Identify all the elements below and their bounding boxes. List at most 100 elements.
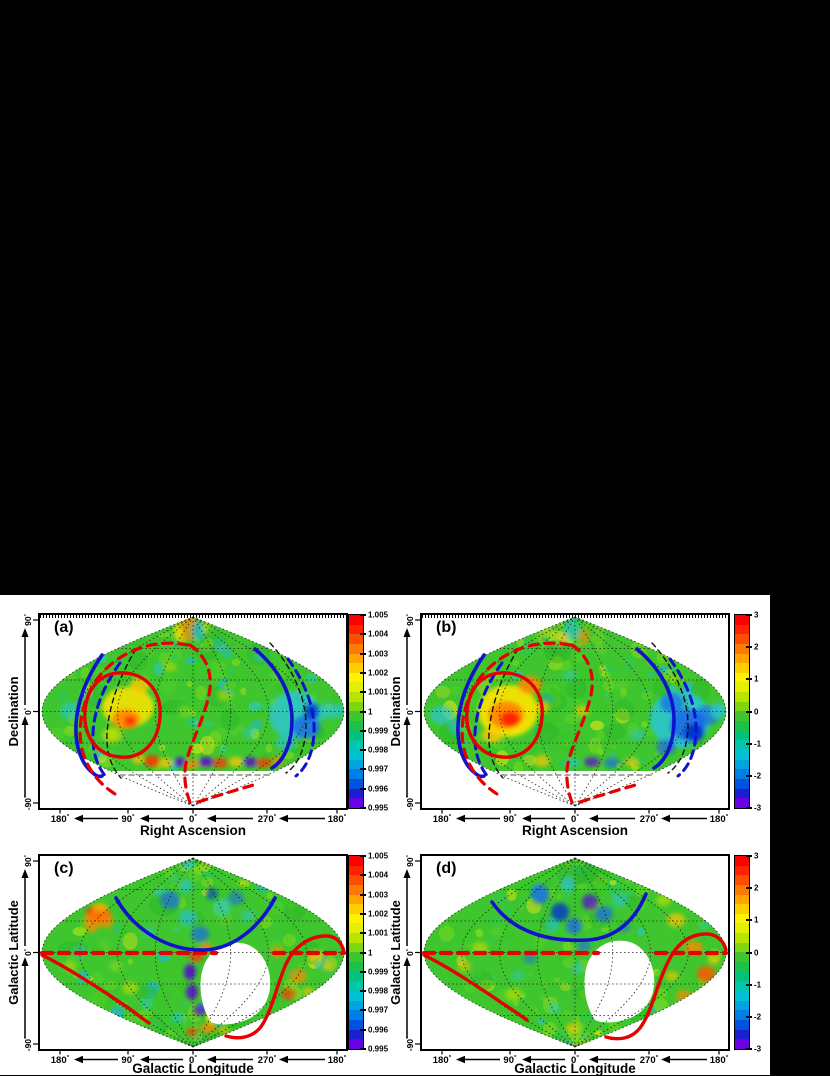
colorbar-tick-label: -1 (754, 980, 762, 990)
y-tick-label: 90° (23, 614, 33, 626)
colorbar-tick (360, 912, 366, 915)
curve-red_dashed (578, 782, 641, 804)
colorbar-tick-label: 0.996 (368, 784, 389, 794)
colorbar-segment (349, 769, 363, 779)
colorbar-tick-label: -3 (754, 803, 762, 813)
colorbar-a (348, 614, 366, 809)
colorbar-segment (349, 663, 363, 673)
overlay-curves-d (422, 892, 728, 1041)
colorbar-tick (746, 774, 752, 777)
colorbar-segment (349, 701, 363, 712)
y-tick-label: -90° (23, 1037, 33, 1051)
y-axis-a: 90° 0° -90° (21, 614, 38, 810)
colorbar-tick-label: 1 (368, 707, 373, 716)
up-arrow-head (403, 957, 411, 966)
colorbar-tick-label: 0 (754, 948, 759, 957)
overlay-curves-b (456, 641, 698, 807)
y-axis-b: 90° 0° -90° (403, 614, 420, 810)
x-tick-label: 90° (121, 1054, 135, 1067)
colorbar-tick-label: 0.997 (368, 1005, 389, 1015)
x-tick-label: 180° (51, 1054, 70, 1067)
colorbar-segment (349, 933, 363, 943)
map-features-d (457, 876, 720, 1033)
colorbar-segment (349, 711, 363, 722)
colorbar-tick-label: 0.999 (368, 967, 389, 977)
colorbar-tick-label: 0 (754, 707, 759, 716)
colorbar-segment (735, 913, 749, 924)
up-arrow-head (21, 869, 29, 878)
colorbar-tick (746, 678, 752, 681)
colorbar-segment (735, 1029, 749, 1040)
colorbar-segment (349, 962, 363, 972)
colorbar-tick (360, 951, 366, 954)
x-tick-label: 180° (433, 1054, 452, 1067)
colorbar-tick (746, 1015, 752, 1018)
y-tick-label: 0° (405, 708, 415, 715)
left-arrow-head (207, 1055, 216, 1064)
curve-blue_solid (456, 653, 486, 779)
colorbar-segment (349, 884, 363, 895)
colorbar-segment (349, 721, 363, 731)
colorbar-tick (360, 652, 366, 655)
x-axis-title-c: Galactic Longitude (132, 1061, 254, 1076)
left-arrow-head (522, 814, 531, 823)
colorbar-segment (349, 923, 363, 934)
colorbar-segment (735, 740, 749, 750)
colorbar-segment (349, 682, 363, 693)
colorbar-tick-label: 0.998 (368, 745, 389, 755)
colorbar-segment (735, 952, 749, 963)
panel-frame-b: (b) (420, 613, 730, 810)
panel-frame-c: (c) (38, 854, 348, 1051)
colorbar-b (734, 614, 752, 809)
up-arrow-head (403, 628, 411, 637)
panel-frame-a: (a) (38, 613, 348, 810)
x-tick-label: 180° (710, 813, 729, 826)
left-arrow-head (661, 1055, 670, 1064)
colorbar-segment (735, 798, 749, 808)
colorbar-tick-label: 3 (754, 851, 759, 861)
colorbar-tick-label: 1.002 (368, 909, 389, 919)
y-tick-label: 0° (23, 949, 33, 956)
colorbar-segment (735, 1000, 749, 1011)
curve-black_dashed (106, 648, 137, 779)
x-tick-label: 90° (503, 1054, 517, 1067)
curve-blue_solid (253, 647, 294, 770)
y-tick-label: 0° (405, 949, 415, 956)
colorbar-d (734, 855, 752, 1050)
curve-red_solid (224, 934, 346, 1040)
colorbar-tick (360, 1009, 366, 1012)
left-arrow-head (140, 1055, 149, 1064)
up-arrow-head (21, 957, 29, 966)
colorbar-segment (349, 634, 363, 644)
colorbar-segment (735, 624, 749, 635)
colorbar-segment (735, 692, 749, 702)
colorbar-segment (735, 1010, 749, 1020)
colorbar-segment (735, 615, 749, 625)
colorbar-segment (349, 952, 363, 963)
curve-red_solid (604, 932, 728, 1041)
colorbar-segment (735, 663, 749, 673)
colorbar-tick-label: 0.998 (368, 986, 389, 996)
colorbar-tick-label: -1 (754, 739, 762, 749)
curve-blue_dashed (473, 661, 504, 780)
x-tick-label: 270° (640, 1054, 659, 1067)
y-tick-label: 90° (23, 855, 33, 867)
curve-red_dashed (196, 782, 259, 804)
colorbar-c (348, 855, 366, 1050)
curve-red_dashed (460, 641, 572, 796)
left-arrow-head (522, 1055, 531, 1064)
colorbar-tick-label: 1 (368, 948, 373, 957)
colorbar-tick (360, 691, 366, 694)
colorbar-tick-label: 1.002 (368, 668, 389, 678)
up-arrow-head (21, 628, 29, 637)
colorbar-tick-label: -2 (754, 1012, 762, 1022)
colorbar-tick-label: 1 (754, 674, 759, 684)
colorbar-segment (735, 778, 749, 789)
colorbar-tick-label: 0.995 (368, 803, 389, 813)
x-tick-label: 0° (189, 1054, 197, 1067)
colorbar-segment (735, 634, 749, 644)
colorbar-tick-label: 0.997 (368, 764, 389, 774)
overlay-curves-c (40, 896, 346, 1040)
colorbar-tick (360, 729, 366, 732)
colorbar-tick-label: -3 (754, 1044, 762, 1054)
